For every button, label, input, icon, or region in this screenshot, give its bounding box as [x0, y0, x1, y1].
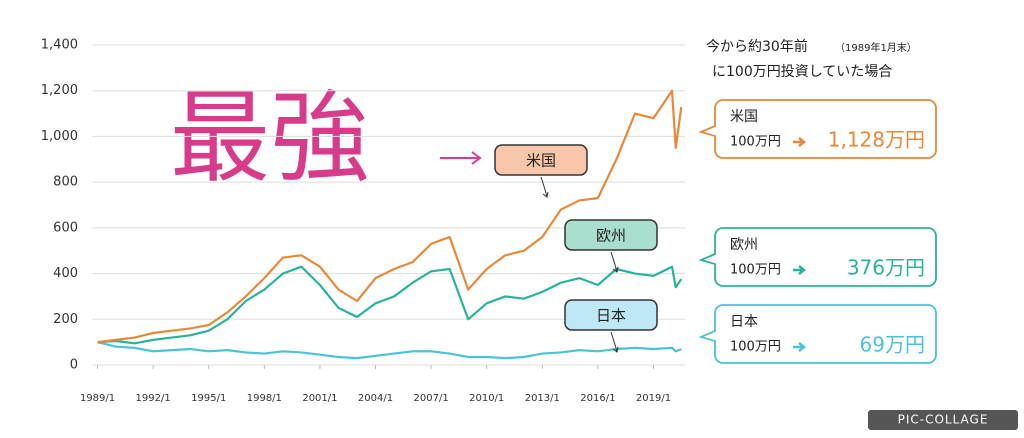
callout-start: 100万円	[730, 135, 781, 150]
y-tick-label: 400	[53, 266, 78, 281]
subtitle: 今から約30年前	[706, 38, 808, 55]
series-label: 欧州	[596, 227, 626, 245]
x-tick-label: 1995/1	[191, 393, 226, 404]
x-tick-label: 1992/1	[136, 393, 171, 404]
callout-end: 69万円	[860, 333, 925, 357]
series-label: 米国	[526, 152, 556, 170]
callout-name: 日本	[730, 314, 758, 330]
series-line	[97, 265, 683, 345]
x-tick-label: 1998/1	[247, 393, 282, 404]
label-pointer	[610, 331, 619, 353]
series-line	[97, 89, 683, 344]
series-label-box	[564, 299, 658, 331]
series-line	[97, 341, 682, 360]
series-label: 日本	[596, 307, 626, 325]
callout-start: 100万円	[730, 263, 781, 278]
x-tick-label: 2013/1	[525, 393, 560, 404]
callout-box	[698, 99, 937, 159]
watermark-bg	[868, 410, 1018, 430]
callout-arrow	[793, 342, 807, 352]
y-tick-label: 600	[53, 220, 78, 235]
callout-start: 100万円	[730, 340, 781, 355]
series-label-box	[494, 144, 588, 176]
label-pointer	[540, 176, 549, 198]
x-tick-label: 2016/1	[580, 393, 615, 404]
callout-box	[698, 304, 937, 364]
callout-box	[698, 227, 937, 287]
callout-arrow	[793, 137, 807, 147]
y-tick-label: 0	[70, 358, 78, 373]
x-tick-label: 2004/1	[358, 393, 393, 404]
callout-end: 1,128万円	[828, 128, 925, 152]
headline: 最強	[170, 79, 370, 196]
y-tick-label: 1,000	[41, 129, 78, 144]
callout-name: 米国	[730, 109, 758, 125]
callout-arrow	[793, 265, 807, 275]
y-tick-label: 200	[53, 312, 78, 327]
y-tick-label: 800	[53, 175, 78, 190]
watermark: PIC-COLLAGE	[898, 413, 989, 427]
y-tick-label: 1,200	[41, 83, 78, 98]
subtitle-note: （1989年1月末）	[835, 41, 917, 54]
pink-arrow	[440, 151, 482, 165]
x-tick-label: 2010/1	[469, 393, 504, 404]
x-tick-label: 2007/1	[414, 393, 449, 404]
series-label-box	[564, 219, 658, 251]
callout-name: 欧州	[730, 237, 758, 253]
y-tick-label: 1,400	[41, 38, 78, 53]
subtitle: に100万円投資していた場合	[712, 64, 892, 80]
callout-end: 376万円	[847, 256, 925, 280]
x-tick-label: 1989/1	[80, 393, 115, 404]
x-tick-label: 2019/1	[636, 393, 671, 404]
label-pointer	[610, 251, 619, 273]
x-tick-label: 2001/1	[302, 393, 337, 404]
